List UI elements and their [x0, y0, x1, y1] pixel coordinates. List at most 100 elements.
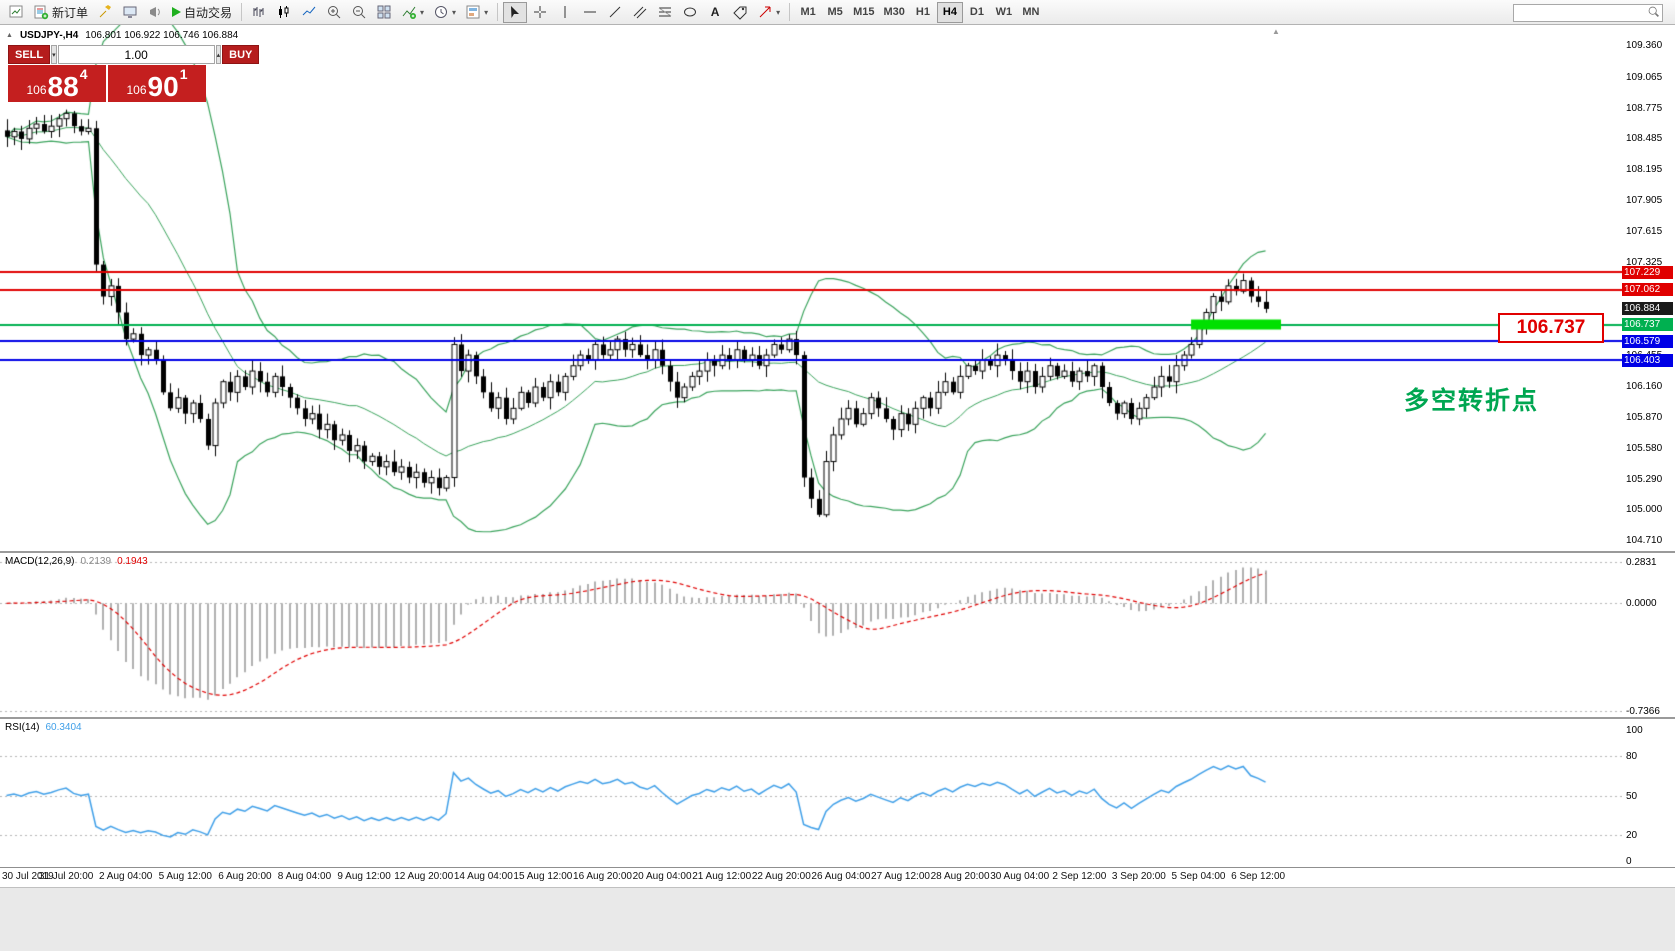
- search-icon: [1648, 6, 1659, 17]
- time-axis-label: 30 Jul 2019: [2, 871, 54, 882]
- new-order-button[interactable]: 新订单: [29, 2, 92, 23]
- template-icon: [466, 5, 480, 19]
- price-scale[interactable]: 109.360 109.065 108.775 108.485 108.195 107.9…: [1622, 25, 1675, 867]
- panel-splitter[interactable]: [0, 551, 1675, 553]
- sell-button[interactable]: SELL: [8, 45, 51, 64]
- text-tool-icon[interactable]: A: [703, 2, 727, 23]
- time-axis-label: 14 Aug 04:00: [453, 871, 513, 882]
- arrows-tool-button[interactable]: ▾: [753, 2, 784, 23]
- lot-increase-button[interactable]: ▴: [215, 45, 222, 64]
- new-chart-button[interactable]: [4, 2, 28, 23]
- timeframe-w1[interactable]: W1: [991, 2, 1017, 23]
- time-axis-label: 3 Sep 20:00: [1111, 871, 1166, 882]
- indicators-button[interactable]: ▾: [397, 2, 428, 23]
- chart-shift-marker[interactable]: ▲: [1272, 27, 1280, 36]
- price-annotation-box[interactable]: 106.737: [1498, 313, 1604, 343]
- hammer-icon[interactable]: [93, 2, 117, 23]
- order-type-dropdown-button[interactable]: ▾: [51, 45, 57, 64]
- alerts-icon[interactable]: [143, 2, 167, 23]
- time-axis-label: 28 Aug 20:00: [930, 871, 990, 882]
- toolbar-search: [1513, 3, 1663, 22]
- fibonacci-tool-icon[interactable]: [653, 2, 677, 23]
- timeframe-d1[interactable]: D1: [964, 2, 990, 23]
- price-level-badge: 106.403: [1622, 353, 1673, 367]
- arrow-icon: [759, 6, 771, 18]
- time-axis-label: 16 Aug 20:00: [573, 871, 632, 882]
- cursor-tool-icon[interactable]: [503, 1, 528, 23]
- timeframe-m15[interactable]: M15: [849, 2, 878, 23]
- text-label-tool-icon[interactable]: [728, 2, 752, 23]
- timeframe-m1[interactable]: M1: [795, 2, 821, 23]
- templates-button[interactable]: ▾: [461, 2, 492, 23]
- time-axis-label: 26 Aug 04:00: [811, 871, 871, 882]
- macd-main-value: 0.2139: [80, 556, 112, 567]
- strategy-tester-icon[interactable]: [118, 2, 142, 23]
- timeframe-mn[interactable]: MN: [1018, 2, 1044, 23]
- price-scale-label: 106.160: [1626, 380, 1663, 392]
- timeframe-h4[interactable]: H4: [936, 1, 963, 23]
- timeframe-m30[interactable]: M30: [880, 2, 909, 23]
- sell-price-box[interactable]: 106 88 4: [8, 65, 106, 102]
- channel-tool-icon[interactable]: [628, 2, 652, 23]
- macd-scale-label: 0.2831: [1626, 557, 1657, 568]
- chevron-down-icon: ▾: [776, 7, 781, 17]
- autotrading-label: 自动交易: [184, 5, 233, 20]
- rsi-scale-label: 100: [1626, 725, 1643, 736]
- price-scale-label: 107.325: [1626, 256, 1663, 268]
- zoom-out-icon[interactable]: [347, 2, 371, 23]
- search-input[interactable]: [1513, 4, 1663, 22]
- price-scale-label: 105.000: [1626, 504, 1663, 516]
- time-axis[interactable]: 30 Jul 2019 31 Jul 20:00 2 Aug 04:00 5 Aug …: [0, 867, 1675, 887]
- time-axis-label: 31 Jul 20:00: [38, 871, 94, 882]
- time-axis-label: 8 Aug 04:00: [277, 871, 332, 882]
- play-icon: [172, 7, 182, 17]
- autotrading-button[interactable]: 自动交易: [168, 2, 236, 23]
- zoom-in-icon[interactable]: [322, 2, 346, 23]
- time-axis-label: 6 Aug 20:00: [218, 871, 272, 882]
- rsi-value: 60.3404: [45, 722, 82, 733]
- periods-button[interactable]: ▾: [429, 2, 460, 23]
- crosshair-tool-icon[interactable]: [528, 2, 552, 23]
- time-axis-label: 21 Aug 12:00: [692, 871, 752, 882]
- timeframe-h1[interactable]: H1: [910, 2, 936, 23]
- time-axis-label: 2 Sep 12:00: [1052, 871, 1107, 882]
- price-scale-label: 104.710: [1626, 535, 1663, 547]
- trendline-tool-icon[interactable]: [603, 2, 627, 23]
- price-scale-label: 109.360: [1626, 40, 1663, 52]
- price-scale-label: 107.615: [1626, 226, 1663, 238]
- bar-chart-icon[interactable]: [247, 2, 271, 23]
- timeframe-m5[interactable]: M5: [822, 2, 848, 23]
- lot-size-input[interactable]: [57, 45, 215, 64]
- time-axis-label: 12 Aug 20:00: [394, 871, 454, 882]
- timeframe-group: M1 M5 M15 M30 H1 H4 D1 W1 MN: [795, 1, 1044, 23]
- time-axis-label: 6 Sep 12:00: [1231, 871, 1286, 882]
- price-scale-label: 108.775: [1626, 102, 1663, 114]
- rsi-scale-label: 80: [1626, 751, 1638, 763]
- line-chart-icon[interactable]: [297, 2, 321, 23]
- window-footer: [0, 887, 1675, 951]
- buy-button[interactable]: BUY: [222, 45, 260, 64]
- time-axis-label: 15 Aug 12:00: [513, 871, 573, 882]
- vertical-line-tool-icon[interactable]: [553, 2, 577, 23]
- horizontal-line-tool-icon[interactable]: [578, 2, 602, 23]
- toolbar: 新订单 自动交易 ▾ ▾ ▾: [0, 0, 1675, 25]
- one-click-toggle[interactable]: ▲: [6, 32, 13, 39]
- macd-scale-label: 0.0000: [1626, 598, 1657, 610]
- buy-price-box[interactable]: 106 90 1: [108, 65, 206, 102]
- price-scale-label: 109.065: [1626, 71, 1663, 83]
- panel-splitter[interactable]: [0, 717, 1675, 719]
- time-axis-label: 27 Aug 12:00: [871, 871, 930, 882]
- rsi-title: RSI(14) 60.3404: [5, 722, 82, 733]
- price-scale-label: 105.580: [1626, 442, 1663, 454]
- tile-windows-icon[interactable]: [372, 2, 396, 23]
- time-axis-label: 20 Aug 04:00: [632, 871, 692, 882]
- current-price-badge: 106.884: [1622, 302, 1673, 316]
- candlestick-chart-icon[interactable]: [272, 2, 296, 23]
- shapes-tool-icon[interactable]: [678, 2, 702, 23]
- price-scale-label: 105.290: [1626, 473, 1663, 485]
- turning-point-note[interactable]: 多空转折点: [1404, 387, 1540, 415]
- clock-icon: [435, 6, 448, 18]
